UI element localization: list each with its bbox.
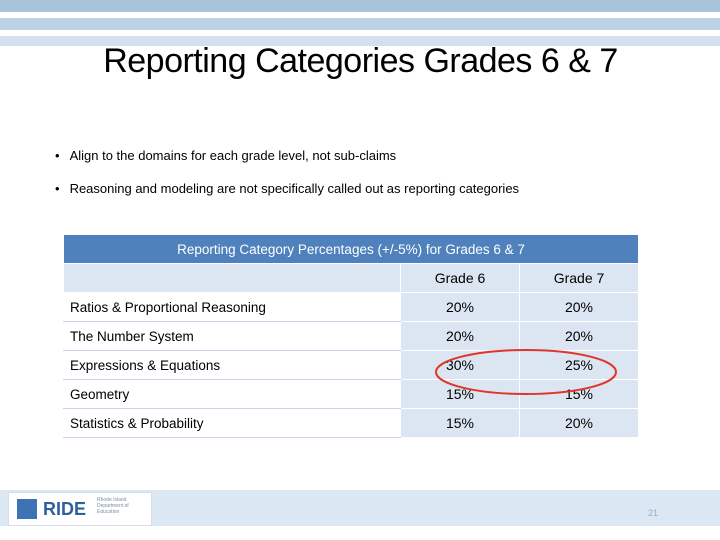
bullet-list: Align to the domains for each grade leve… — [55, 148, 520, 214]
logo-text: RIDE — [43, 499, 87, 519]
bullet: Reasoning and modeling are not specifica… — [55, 181, 520, 196]
cell: 15% — [400, 408, 520, 438]
slide-title: Reporting Categories Grades 6 & 7 — [103, 42, 618, 80]
row-label: Ratios & Proportional Reasoning — [63, 292, 401, 322]
column-header: Grade 7 — [519, 263, 639, 293]
logo: RIDE Rhode Island Department of Educatio… — [8, 492, 152, 526]
row-label: Expressions & Equations — [63, 350, 401, 380]
table-row: Ratios & Proportional Reasoning 20% 20% — [63, 292, 639, 322]
cell: 20% — [519, 321, 639, 351]
logo-caption: Rhode Island Department of Education — [97, 497, 129, 515]
table-row: Statistics & Probability 15% 20% — [63, 408, 639, 438]
table-row: The Number System 20% 20% — [63, 321, 639, 351]
highlight-ellipse — [435, 349, 617, 395]
cell: 20% — [519, 292, 639, 322]
page-number: 21 — [648, 508, 659, 518]
row-label: Statistics & Probability — [63, 408, 401, 438]
table-row: Expressions & Equations 30% 25% — [63, 350, 639, 380]
header-stripe — [0, 0, 720, 12]
header-stripe — [0, 18, 720, 30]
header-stripe — [0, 36, 720, 46]
cell: 25% — [519, 350, 639, 380]
cell: 20% — [400, 292, 520, 322]
cell: 20% — [519, 408, 639, 438]
bullet: Align to the domains for each grade leve… — [55, 148, 519, 163]
logo-mark — [17, 499, 37, 519]
cell: 30% — [400, 350, 520, 380]
row-label: The Number System — [63, 321, 401, 351]
